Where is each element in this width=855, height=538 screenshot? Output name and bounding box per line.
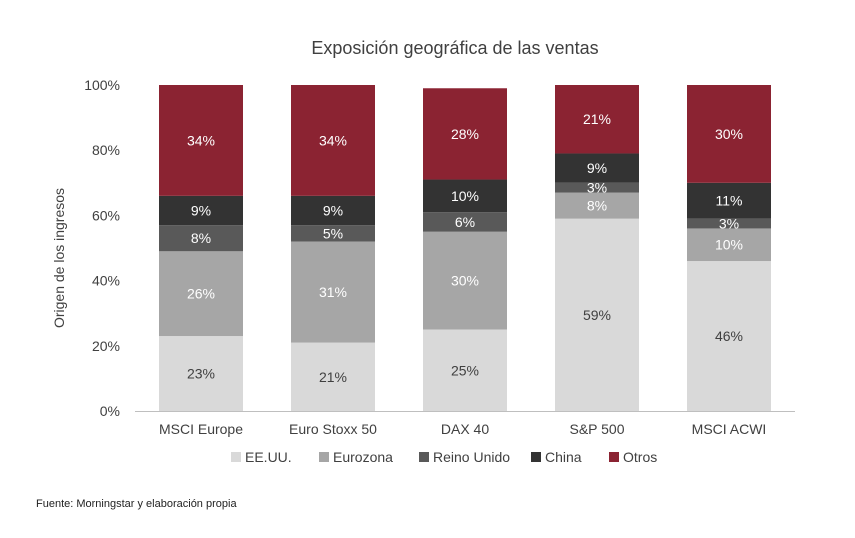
legend-label: Reino Unido bbox=[433, 449, 510, 465]
data-label: 9% bbox=[191, 203, 211, 219]
bar-stack: 21% 31% 5% 9% 34% bbox=[291, 85, 375, 411]
bar-segment bbox=[291, 85, 375, 196]
bar-segment bbox=[423, 231, 507, 330]
x-axis-ticks: MSCI Europe Euro Stoxx 50 DAX 40 S&P 500 MSC… bbox=[159, 421, 766, 437]
legend-label: Otros bbox=[623, 449, 657, 465]
legend-label: Eurozona bbox=[333, 449, 393, 465]
data-label: 5% bbox=[323, 225, 343, 241]
bar-segment bbox=[159, 85, 243, 196]
x-tick-label: MSCI Europe bbox=[159, 421, 243, 437]
data-label: 10% bbox=[715, 237, 743, 253]
bar-segment bbox=[555, 153, 639, 183]
legend-swatch bbox=[531, 452, 541, 462]
data-label: 3% bbox=[587, 180, 607, 196]
x-tick-label: S&P 500 bbox=[569, 421, 624, 437]
bar-segment bbox=[687, 228, 771, 262]
bar-segment bbox=[555, 192, 639, 219]
y-tick-label: 20% bbox=[92, 338, 120, 354]
legend-item: Reino Unido bbox=[419, 449, 510, 465]
data-label: 30% bbox=[715, 126, 743, 142]
data-label: 30% bbox=[451, 273, 479, 289]
data-label: 10% bbox=[451, 188, 479, 204]
bar-stack: 23% 26% 8% 9% 34% bbox=[159, 85, 243, 411]
stacked-bar-chart: Exposición geográfica de las ventas Orig… bbox=[51, 38, 795, 465]
bar-segment bbox=[159, 251, 243, 337]
bar-segment bbox=[291, 342, 375, 411]
data-label: 26% bbox=[187, 286, 215, 302]
data-label: 8% bbox=[587, 198, 607, 214]
data-label: 59% bbox=[583, 307, 611, 323]
data-label: 3% bbox=[719, 216, 739, 232]
bar-segment bbox=[555, 218, 639, 411]
y-tick-label: 40% bbox=[92, 273, 120, 289]
bar-stack: 25% 30% 6% 10% 28% bbox=[423, 88, 507, 411]
data-label: 31% bbox=[319, 284, 347, 300]
y-tick-label: 80% bbox=[92, 142, 120, 158]
data-label: 28% bbox=[451, 126, 479, 142]
data-label: 21% bbox=[319, 369, 347, 385]
bar-segment bbox=[687, 261, 771, 411]
bar-segment bbox=[423, 212, 507, 232]
legend-label: China bbox=[545, 449, 582, 465]
legend-swatch bbox=[319, 452, 329, 462]
legend-swatch bbox=[419, 452, 429, 462]
bar-segment bbox=[423, 179, 507, 213]
bar-segment bbox=[291, 241, 375, 343]
bars: 23% 26% 8% 9% 34% 21% 31% 5% 9% 34% 25% 30% 6% 10% 28%… bbox=[159, 85, 771, 411]
legend-swatch bbox=[609, 452, 619, 462]
bar-segment bbox=[687, 182, 771, 219]
bar-segment bbox=[291, 195, 375, 226]
data-label: 34% bbox=[187, 132, 215, 148]
bar-segment bbox=[159, 336, 243, 411]
y-tick-label: 100% bbox=[84, 77, 120, 93]
bar-segment bbox=[423, 88, 507, 180]
data-label: 23% bbox=[187, 366, 215, 382]
bar-segment bbox=[159, 225, 243, 252]
data-label: 21% bbox=[583, 111, 611, 127]
data-label: 11% bbox=[716, 193, 743, 209]
bar-segment bbox=[687, 218, 771, 229]
data-label: 8% bbox=[191, 230, 211, 246]
bar-segment bbox=[687, 85, 771, 183]
legend-item: China bbox=[531, 449, 582, 465]
y-axis-label: Origen de los ingresos bbox=[51, 188, 67, 328]
bar-stack: 59% 8% 3% 9% 21% bbox=[555, 85, 639, 411]
bar-segment bbox=[423, 329, 507, 411]
y-axis-ticks: 0% 20% 40% 60% 80% 100% bbox=[84, 77, 120, 419]
y-tick-label: 60% bbox=[92, 207, 120, 223]
data-label: 6% bbox=[455, 214, 475, 230]
data-label: 9% bbox=[587, 160, 607, 176]
bar-segment bbox=[291, 225, 375, 242]
data-label: 34% bbox=[319, 132, 347, 148]
bar-segment bbox=[555, 182, 639, 193]
x-tick-label: DAX 40 bbox=[441, 421, 489, 437]
legend-label: EE.UU. bbox=[245, 449, 292, 465]
data-label: 46% bbox=[715, 328, 743, 344]
legend-item: Otros bbox=[609, 449, 657, 465]
legend-item: EE.UU. bbox=[231, 449, 292, 465]
bar-segment bbox=[555, 85, 639, 154]
x-tick-label: Euro Stoxx 50 bbox=[289, 421, 377, 437]
x-tick-label: MSCI ACWI bbox=[692, 421, 767, 437]
bar-segment bbox=[159, 195, 243, 226]
source-note: Fuente: Morningstar y elaboración propia bbox=[36, 498, 237, 510]
bar-stack: 46% 10% 3% 11% 30% bbox=[687, 85, 771, 411]
chart-title: Exposición geográfica de las ventas bbox=[311, 38, 598, 58]
y-tick-label: 0% bbox=[100, 403, 120, 419]
legend: EE.UU. Eurozona Reino Unido China Otros bbox=[231, 449, 657, 465]
legend-swatch bbox=[231, 452, 241, 462]
legend-item: Eurozona bbox=[319, 449, 393, 465]
data-label: 25% bbox=[451, 362, 479, 378]
data-label: 9% bbox=[323, 203, 343, 219]
